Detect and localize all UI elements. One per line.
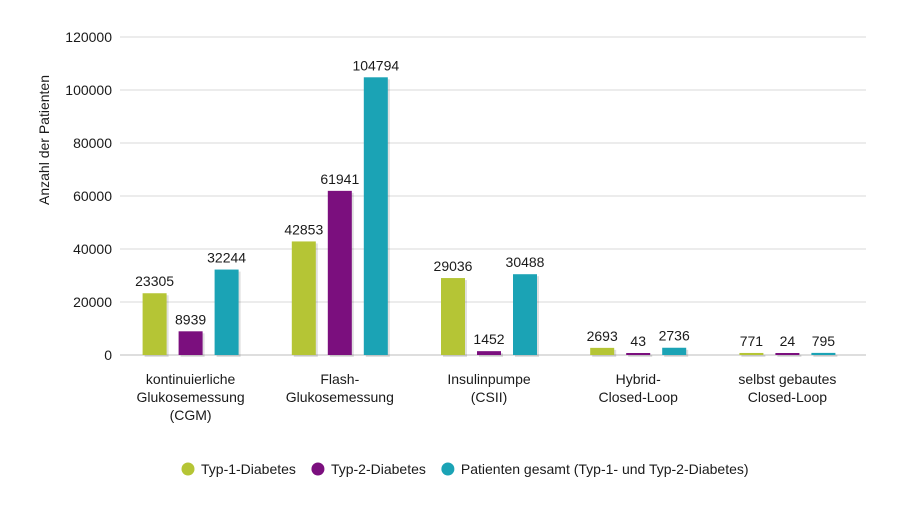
data-label: 8939	[175, 311, 206, 327]
bar	[739, 352, 764, 355]
bar	[626, 353, 651, 355]
x-tick-label: Insulinpumpe	[447, 371, 530, 387]
y-tick-label: 60000	[73, 188, 112, 204]
legend-marker	[181, 462, 195, 476]
data-label: 104794	[352, 57, 399, 73]
bar-shadow	[813, 354, 838, 357]
bar	[291, 241, 316, 355]
data-label: 32244	[207, 250, 246, 266]
x-tick-label: (CSII)	[471, 389, 508, 405]
bar-shadow	[741, 354, 766, 357]
y-axis-label: Anzahl der Patienten	[36, 75, 52, 205]
y-tick-label: 100000	[65, 82, 112, 98]
data-label: 30488	[506, 254, 545, 270]
data-label: 42853	[284, 221, 323, 237]
x-tick-label: Hybrid-	[616, 371, 661, 387]
bar	[590, 347, 615, 355]
legend-label: Typ-2-Diabetes	[331, 461, 426, 477]
bar-shadow	[777, 355, 802, 357]
y-tick-label: 20000	[73, 294, 112, 310]
x-tick-label: selbst gebautes	[738, 371, 836, 387]
data-label: 29036	[434, 258, 473, 274]
bar-shadow	[628, 355, 653, 357]
legend-marker	[311, 462, 325, 476]
legend-marker	[441, 462, 455, 476]
y-tick-label: 120000	[65, 29, 112, 45]
legend-label: Patienten gesamt (Typ-1- und Typ-2-Diabe…	[461, 461, 749, 477]
bar	[214, 269, 239, 355]
bar	[142, 293, 167, 355]
x-tick-label: Glukosemessung	[286, 389, 394, 405]
bar	[662, 347, 687, 355]
legend-label: Typ-1-Diabetes	[201, 461, 296, 477]
x-tick-label: kontinuierliche	[146, 371, 236, 387]
x-tick-label: Glukosemessung	[137, 389, 245, 405]
y-tick-label: 40000	[73, 241, 112, 257]
bar	[477, 351, 501, 355]
bar	[327, 190, 352, 355]
data-label: 2736	[659, 328, 690, 344]
data-label: 24	[780, 333, 796, 349]
bar	[775, 353, 800, 355]
bar-shadow	[479, 353, 503, 357]
data-label: 1452	[473, 331, 504, 347]
x-tick-label: Closed-Loop	[599, 389, 679, 405]
x-tick-label: Flash-	[320, 371, 359, 387]
data-label: 2693	[587, 328, 618, 344]
bar	[811, 352, 836, 355]
y-tick-label: 80000	[73, 135, 112, 151]
x-tick-label: Closed-Loop	[748, 389, 828, 405]
y-tick-label: 0	[104, 347, 112, 363]
data-label: 795	[812, 333, 836, 349]
data-label: 61941	[320, 171, 359, 187]
bar	[441, 278, 465, 355]
bar	[363, 77, 388, 355]
data-label: 771	[740, 333, 764, 349]
x-tick-label: (CGM)	[170, 407, 212, 423]
bar	[513, 274, 537, 355]
bar	[178, 331, 203, 355]
data-label: 43	[630, 333, 646, 349]
data-label: 23305	[135, 273, 174, 289]
